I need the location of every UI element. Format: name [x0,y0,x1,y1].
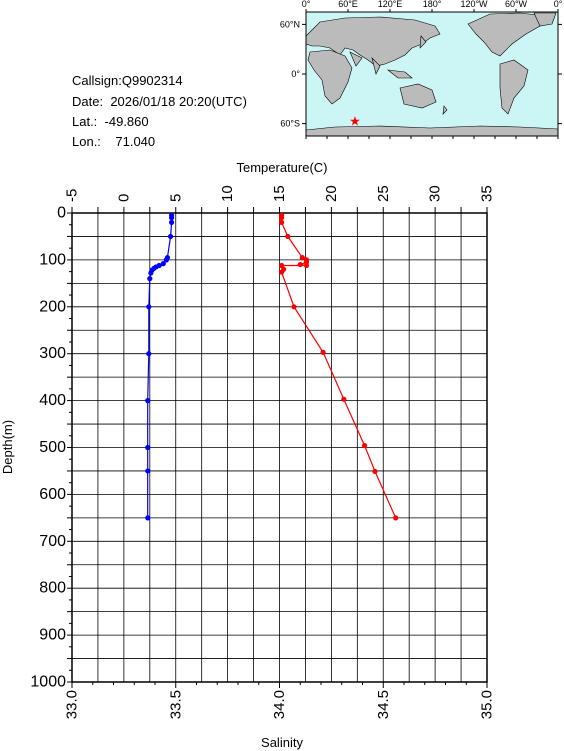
salinity-point [303,262,310,269]
depth-tick-label: 0 [57,205,66,222]
depth-axis-title: Depth(m) [0,420,15,474]
map-ticks: 0° 60°E 120°E 180° 120°W 60°W 0° 60°N 0° 60°S [280,0,563,139]
top-axis-tick-label: 25 [375,185,392,202]
depth-tick-label: 800 [39,580,66,597]
map-lon-label: 0° [554,0,563,9]
top-axis-tick-label: -5 [64,189,81,202]
bottom-axis-tick-label: 34.0 [271,690,288,719]
bottom-axis-title: Salinity [261,735,303,750]
map-lat-label: 60°N [280,19,300,29]
bottom-axis-tick-label: 33.5 [167,690,184,719]
lon-line: Lon.: 71.040 [72,134,155,149]
map-lon-label: 60°E [338,0,358,9]
map-lon-label: 0° [302,0,311,9]
date-value: 2026/01/18 20:20(UTC) [110,94,247,109]
temperature-point [145,444,151,451]
temperature-point [169,215,175,221]
depth-tick-label: 300 [39,345,66,362]
salinity-line [280,215,397,519]
callsign-value: Q9902314 [121,73,183,88]
chart-grid [71,212,488,683]
depth-tick-label: 900 [39,627,66,644]
depth-tick-label: 100 [39,251,66,268]
map-lon-label: 60°W [505,0,528,9]
top-axis-tick-label: 20 [323,185,340,202]
top-axis-tick-label: 5 [167,194,184,202]
date-label: Date: [72,94,104,109]
temperature-point [163,257,170,263]
map-lat-label: 0° [291,69,300,79]
depth-tick-label: 700 [39,533,66,550]
map-lon-label: 120°E [378,0,403,9]
map-land [305,12,559,137]
temperature-point [147,276,153,282]
bottom-axis-tick-label: 35.0 [479,690,496,719]
callsign-label: Callsign: [72,73,122,88]
depth-tick-label: 500 [39,439,66,456]
salinity-point [320,349,326,355]
top-axis-tick-label: 0 [115,194,132,202]
lon-label: Lon.: [72,134,101,149]
station-star-icon: ★ [349,114,361,129]
axis-ticks [67,207,488,688]
top-axis-tick-label: 15 [271,185,288,202]
salinity-point [393,515,399,521]
temperature-point [145,515,151,521]
salinity-point [278,215,285,221]
depth-tick-label: 200 [39,298,66,315]
lat-label: Lat.: [72,114,98,129]
top-axis-tick-label: 10 [219,185,236,202]
map-lon-label: 120°W [460,0,488,9]
map-lat-label: 60°S [280,119,300,129]
lat-value: -49.860 [104,114,149,129]
salinity-point [361,443,368,449]
depth-tick-label: 1000 [30,674,66,691]
top-axis-tick-label: 35 [479,185,496,202]
salinity-point [299,254,305,261]
axis-tick-labels: -5 0 5 10 15 20 25 30 35 33.0 33.5 34.0 34.5 35.0 0 100… [30,185,495,719]
date-line: Date: 2026/01/18 20:20(UTC) [72,94,247,109]
bottom-axis-tick-label: 34.5 [375,690,392,719]
temperature-point [146,351,152,357]
temperature-point [160,261,166,267]
salinity-point [297,261,303,268]
salinity-point [278,269,285,275]
top-axis-title: Temperature(C) [236,160,327,175]
profile-chart: -5 0 5 10 15 20 25 30 35 33.0 33.5 34.0 34.5 35.0 0 100… [0,160,496,750]
data-series [145,212,399,521]
temperature-point [169,219,175,225]
temperature-series [145,212,175,521]
temperature-point [145,398,151,404]
depth-tick-label: 400 [39,392,66,409]
salinity-series [278,212,399,521]
temperature-point [145,468,151,474]
lon-value: 71.040 [115,134,156,149]
callsign-line: Callsign:Q9902314 [72,73,183,88]
depth-tick-label: 600 [39,486,66,503]
temperature-point [146,304,152,310]
salinity-point [372,468,378,475]
map-lon-label: 180° [423,0,442,9]
salinity-point [291,304,297,310]
lat-line: Lat.: -49.860 [72,114,149,129]
location-map: 0° 60°E 120°E 180° 120°W 60°W 0° 60°N 0° 60°S ★ [280,0,563,139]
salinity-point [341,396,347,402]
salinity-point [278,219,285,225]
salinity-point [285,233,291,240]
bottom-axis-tick-label: 33.0 [64,690,81,719]
temperature-point [167,233,174,240]
temperature-point [148,270,154,276]
top-axis-tick-label: 30 [427,185,444,202]
